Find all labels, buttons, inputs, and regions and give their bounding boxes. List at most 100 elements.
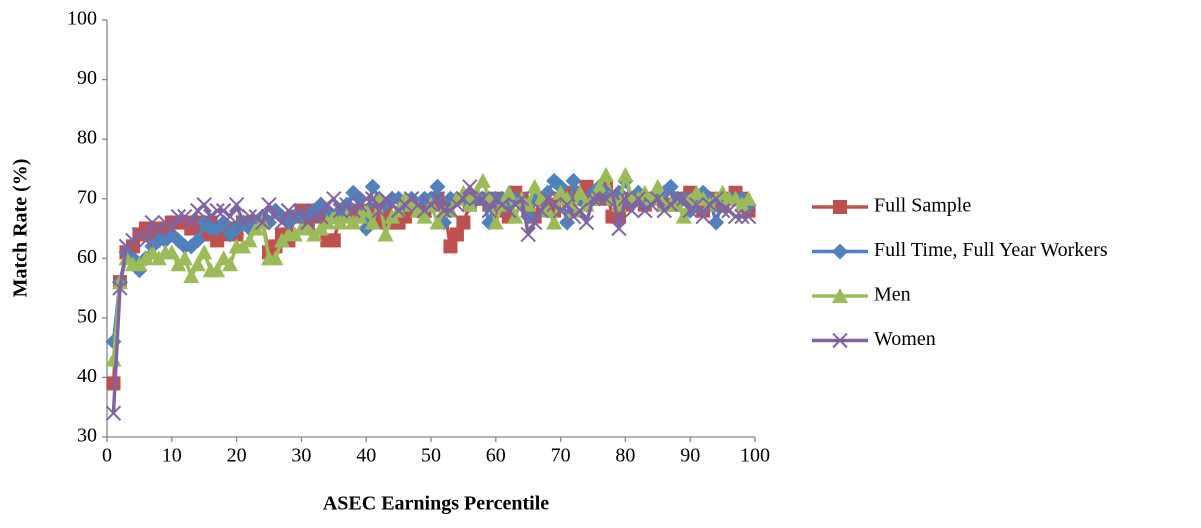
- marker: [313, 208, 329, 225]
- marker: [468, 191, 485, 207]
- marker: [170, 208, 186, 225]
- marker: [364, 178, 381, 195]
- marker: [559, 196, 575, 213]
- marker: [708, 214, 725, 231]
- marker: [585, 191, 601, 207]
- marker: [163, 244, 180, 260]
- marker: [695, 208, 711, 225]
- marker: [740, 190, 757, 206]
- marker: [833, 200, 847, 214]
- marker: [241, 232, 258, 248]
- marker: [740, 208, 757, 225]
- marker: [138, 232, 154, 249]
- legend-label: Men: [874, 284, 911, 306]
- marker: [209, 262, 226, 278]
- marker: [443, 239, 458, 254]
- marker: [274, 214, 290, 231]
- legend-label: Women: [874, 328, 936, 350]
- marker: [649, 178, 666, 194]
- x-tick-label: 70: [551, 445, 571, 467]
- marker: [416, 208, 433, 224]
- x-tick-label: 90: [680, 445, 700, 467]
- marker: [183, 214, 199, 231]
- marker: [611, 220, 627, 237]
- marker: [669, 191, 685, 207]
- y-tick-label: 50: [77, 305, 97, 327]
- marker: [533, 202, 549, 219]
- marker: [183, 268, 200, 284]
- marker: [176, 250, 193, 266]
- marker: [364, 191, 381, 207]
- marker: [429, 191, 446, 207]
- marker: [241, 208, 258, 225]
- marker: [293, 202, 310, 219]
- marker: [209, 202, 225, 219]
- x-axis-title: ASEC Earnings Percentile: [323, 493, 549, 515]
- y-tick-label: 100: [67, 8, 97, 30]
- x-tick-label: 50: [421, 445, 441, 467]
- marker: [189, 256, 206, 272]
- marker: [617, 166, 634, 182]
- marker: [364, 214, 381, 230]
- marker: [436, 202, 452, 219]
- marker: [222, 208, 238, 225]
- marker: [455, 191, 472, 207]
- marker: [514, 191, 530, 207]
- marker: [475, 191, 491, 207]
- marker: [630, 191, 647, 207]
- marker: [306, 208, 323, 225]
- marker: [326, 191, 342, 207]
- marker: [429, 178, 446, 195]
- x-tick-label: 10: [162, 445, 182, 467]
- legend-label: Full Time, Full Year Workers: [874, 239, 1108, 261]
- x-tick-label: 100: [740, 445, 770, 467]
- marker: [832, 243, 848, 260]
- marker: [591, 191, 608, 207]
- marker: [734, 208, 750, 225]
- marker: [597, 166, 614, 182]
- marker: [429, 214, 446, 230]
- marker: [487, 214, 504, 230]
- marker: [688, 196, 705, 213]
- marker: [572, 202, 588, 219]
- marker: [222, 256, 239, 272]
- x-tick-label: 80: [615, 445, 635, 467]
- marker: [500, 184, 517, 200]
- marker: [714, 202, 731, 219]
- marker: [832, 288, 848, 303]
- marker: [196, 244, 213, 260]
- marker: [105, 351, 122, 367]
- marker: [462, 179, 478, 195]
- marker: [662, 178, 679, 195]
- marker: [358, 191, 374, 207]
- marker: [578, 214, 595, 231]
- marker: [228, 196, 245, 213]
- marker: [164, 220, 180, 237]
- marker: [676, 191, 692, 207]
- marker: [481, 202, 498, 219]
- marker: [617, 191, 634, 207]
- marker: [565, 172, 582, 189]
- x-tick-label: 60: [486, 445, 506, 467]
- marker: [456, 215, 471, 230]
- marker: [377, 226, 394, 242]
- marker: [267, 250, 284, 266]
- x-tick-label: 30: [291, 445, 311, 467]
- legend-label: Full Sample: [874, 195, 971, 217]
- y-tick-label: 30: [77, 425, 97, 447]
- marker: [326, 233, 341, 248]
- marker: [474, 172, 491, 188]
- series: [105, 179, 757, 421]
- x-tick-label: 40: [356, 445, 376, 467]
- marker: [112, 280, 128, 296]
- marker: [261, 196, 277, 213]
- marker: [832, 332, 848, 349]
- marker: [520, 226, 536, 243]
- x-tick-label: 0: [102, 445, 112, 467]
- x-tick-label: 20: [227, 445, 247, 467]
- marker: [624, 202, 640, 219]
- marker: [526, 178, 543, 194]
- y-axis-title: Match Rate (%): [10, 159, 32, 298]
- y-tick-label: 80: [77, 127, 97, 149]
